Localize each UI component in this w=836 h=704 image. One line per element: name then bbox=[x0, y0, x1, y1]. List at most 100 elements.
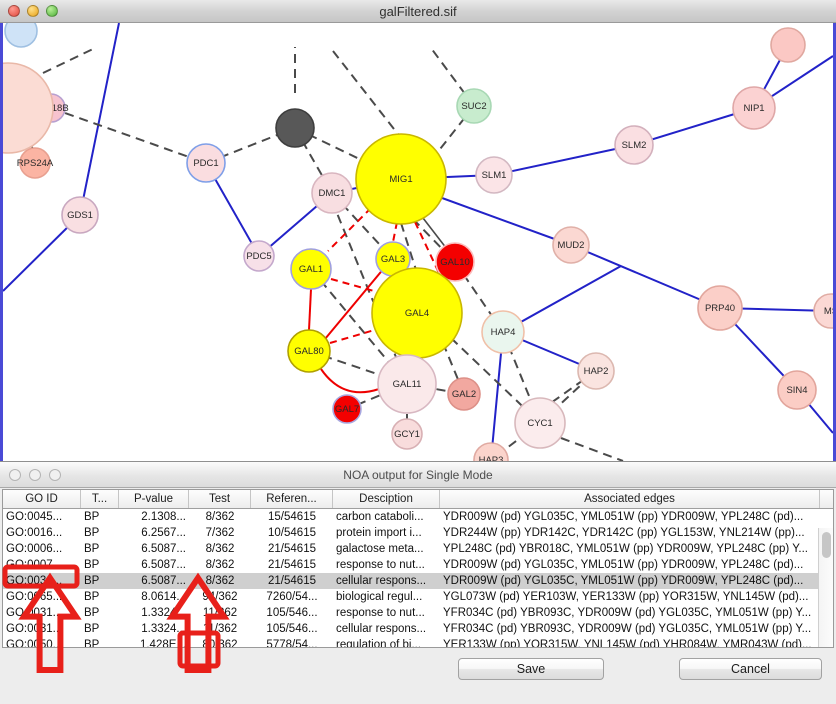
node-circle[interactable] bbox=[311, 172, 353, 214]
node-circle[interactable] bbox=[355, 133, 447, 225]
node-circle[interactable] bbox=[770, 27, 806, 63]
cell-desc: carbon cataboli... bbox=[336, 511, 424, 523]
results-table[interactable]: GO ID T... P-value Test Referen... Desciption… bbox=[2, 489, 834, 648]
node-circle[interactable] bbox=[732, 86, 776, 130]
node-sin4[interactable]: SIN4 bbox=[777, 370, 817, 410]
close-button[interactable] bbox=[8, 5, 20, 17]
table-row[interactable]: GO:0031... BP 1.3324... 11/362 105/546... cel… bbox=[3, 621, 833, 637]
node-circle[interactable] bbox=[371, 267, 463, 359]
edge bbox=[324, 266, 386, 340]
column-header-go_id[interactable]: GO ID bbox=[3, 490, 81, 508]
node-circle[interactable] bbox=[377, 354, 437, 414]
node-circle[interactable] bbox=[475, 156, 513, 194]
node-unlabeled[interactable] bbox=[275, 108, 315, 148]
table-row[interactable]: GO:0007... BP 6.5087... 8/362 21/54615 respon… bbox=[3, 557, 833, 573]
node-slm1[interactable]: SLM1 bbox=[475, 156, 513, 194]
column-header-type[interactable]: T... bbox=[81, 490, 119, 508]
column-header-test[interactable]: Test bbox=[189, 490, 251, 508]
column-header-edges[interactable]: Associated edges bbox=[440, 490, 820, 508]
cell-test: 8/362 bbox=[205, 559, 235, 571]
table-row[interactable]: GO:0050... BP 1.428E... 80/362 5778/54... reg… bbox=[3, 637, 833, 647]
node-gal1[interactable]: GAL1 bbox=[290, 248, 332, 290]
table-row[interactable]: GO:0031... BP 1.3324... 11/362 105/546... res… bbox=[3, 605, 833, 621]
edge bbox=[327, 207, 372, 252]
node-circle[interactable] bbox=[614, 125, 654, 165]
node-dmc1[interactable]: DMC1 bbox=[311, 172, 353, 214]
node-slm2[interactable]: SLM2 bbox=[614, 125, 654, 165]
table-row[interactable]: GO:0045... BP 2.1308... 8/362 15/54615 carbon… bbox=[3, 509, 833, 525]
scrollbar-thumb[interactable] bbox=[822, 532, 831, 558]
node-gal2[interactable]: GAL2 bbox=[447, 377, 481, 411]
network-canvas[interactable]: RPL18BRPS24AGDS1PDC1PDC5SUC2DMC1MIG1SLM1… bbox=[0, 23, 836, 461]
cell-reference: 15/54615 bbox=[268, 511, 316, 523]
node-gal4[interactable]: GAL4 bbox=[371, 267, 463, 359]
node-gds1[interactable]: GDS1 bbox=[61, 196, 99, 234]
node-pdc1[interactable]: PDC1 bbox=[186, 143, 226, 183]
node-hap3[interactable]: HAP3 bbox=[473, 442, 509, 461]
node-rps24a[interactable]: RPS24A bbox=[17, 147, 54, 179]
node-unlabeled[interactable] bbox=[4, 23, 38, 48]
table-row[interactable]: GO:0065... BP 8.0614... 94/362 7260/54... bio… bbox=[3, 589, 833, 605]
node-circle[interactable] bbox=[4, 23, 38, 48]
node-unlabeled[interactable] bbox=[770, 27, 806, 63]
minimize-button[interactable] bbox=[27, 5, 39, 17]
node-hap2[interactable]: HAP2 bbox=[577, 352, 615, 390]
cell-reference: 10/54615 bbox=[268, 527, 316, 539]
noa-close-button[interactable] bbox=[9, 468, 21, 481]
node-suc2[interactable]: SUC2 bbox=[456, 88, 492, 124]
cancel-button[interactable]: Cancel bbox=[679, 658, 822, 680]
node-circle[interactable] bbox=[777, 370, 817, 410]
node-nip1[interactable]: NIP1 bbox=[732, 86, 776, 130]
table-body[interactable]: GO:0045... BP 2.1308... 8/362 15/54615 carbon… bbox=[3, 509, 833, 647]
node-cyc1[interactable]: CYC1 bbox=[514, 397, 566, 449]
node-circle[interactable] bbox=[287, 329, 331, 373]
node-circle[interactable] bbox=[243, 240, 275, 272]
node-circle[interactable] bbox=[3, 62, 54, 154]
node-circle[interactable] bbox=[552, 226, 590, 264]
node-circle[interactable] bbox=[456, 88, 492, 124]
table-row[interactable]: GO:0031... BP 6.5087... 8/362 21/54615 cellul… bbox=[3, 573, 833, 589]
node-gcy1[interactable]: GCY1 bbox=[391, 418, 423, 450]
node-circle[interactable] bbox=[697, 285, 743, 331]
table-header-row[interactable]: GO ID T... P-value Test Referen... Desciption… bbox=[3, 490, 833, 509]
node-circle[interactable] bbox=[290, 248, 332, 290]
node-ms[interactable]: MS bbox=[813, 293, 833, 329]
node-circle[interactable] bbox=[481, 310, 525, 354]
save-button[interactable]: Save bbox=[458, 658, 604, 680]
node-gal7[interactable]: GAL7 bbox=[332, 394, 362, 424]
cell-go_id: GO:0031... bbox=[6, 623, 63, 635]
node-mud2[interactable]: MUD2 bbox=[552, 226, 590, 264]
table-row[interactable]: GO:0006... BP 6.5087... 8/362 21/54615 galact… bbox=[3, 541, 833, 557]
node-circle[interactable] bbox=[332, 394, 362, 424]
node-circle[interactable] bbox=[473, 442, 509, 461]
node-gal11[interactable]: GAL11 bbox=[377, 354, 437, 414]
network-graph[interactable]: RPL18BRPS24AGDS1PDC1PDC5SUC2DMC1MIG1SLM1… bbox=[3, 23, 833, 461]
node-circle[interactable] bbox=[275, 108, 315, 148]
node-circle[interactable] bbox=[514, 397, 566, 449]
table-vertical-scrollbar[interactable] bbox=[818, 528, 833, 647]
node-gal80[interactable]: GAL80 bbox=[287, 329, 331, 373]
node-hap4[interactable]: HAP4 bbox=[481, 310, 525, 354]
node-circle[interactable] bbox=[813, 293, 833, 329]
node-circle[interactable] bbox=[186, 143, 226, 183]
network-nodes[interactable]: RPL18BRPS24AGDS1PDC1PDC5SUC2DMC1MIG1SLM1… bbox=[3, 23, 833, 461]
node-circle[interactable] bbox=[435, 242, 475, 282]
column-header-reference[interactable]: Referen... bbox=[251, 490, 333, 508]
node-mig1[interactable]: MIG1 bbox=[355, 133, 447, 225]
zoom-button[interactable] bbox=[46, 5, 58, 17]
node-circle[interactable] bbox=[447, 377, 481, 411]
node-circle[interactable] bbox=[19, 147, 51, 179]
noa-zoom-button[interactable] bbox=[49, 468, 61, 481]
node-circle[interactable] bbox=[61, 196, 99, 234]
node-circle[interactable] bbox=[391, 418, 423, 450]
cell-type: BP bbox=[84, 559, 100, 571]
node-pdc5[interactable]: PDC5 bbox=[243, 240, 275, 272]
column-header-desc[interactable]: Desciption bbox=[333, 490, 440, 508]
column-header-pvalue[interactable]: P-value bbox=[119, 490, 189, 508]
node-prp40[interactable]: PRP40 bbox=[697, 285, 743, 331]
node-circle[interactable] bbox=[577, 352, 615, 390]
edge bbox=[450, 337, 541, 424]
noa-minimize-button[interactable] bbox=[29, 468, 41, 481]
node-unlabeled[interactable] bbox=[3, 62, 54, 154]
table-row[interactable]: GO:0016... BP 6.2567... 7/362 10/54615 protei… bbox=[3, 525, 833, 541]
